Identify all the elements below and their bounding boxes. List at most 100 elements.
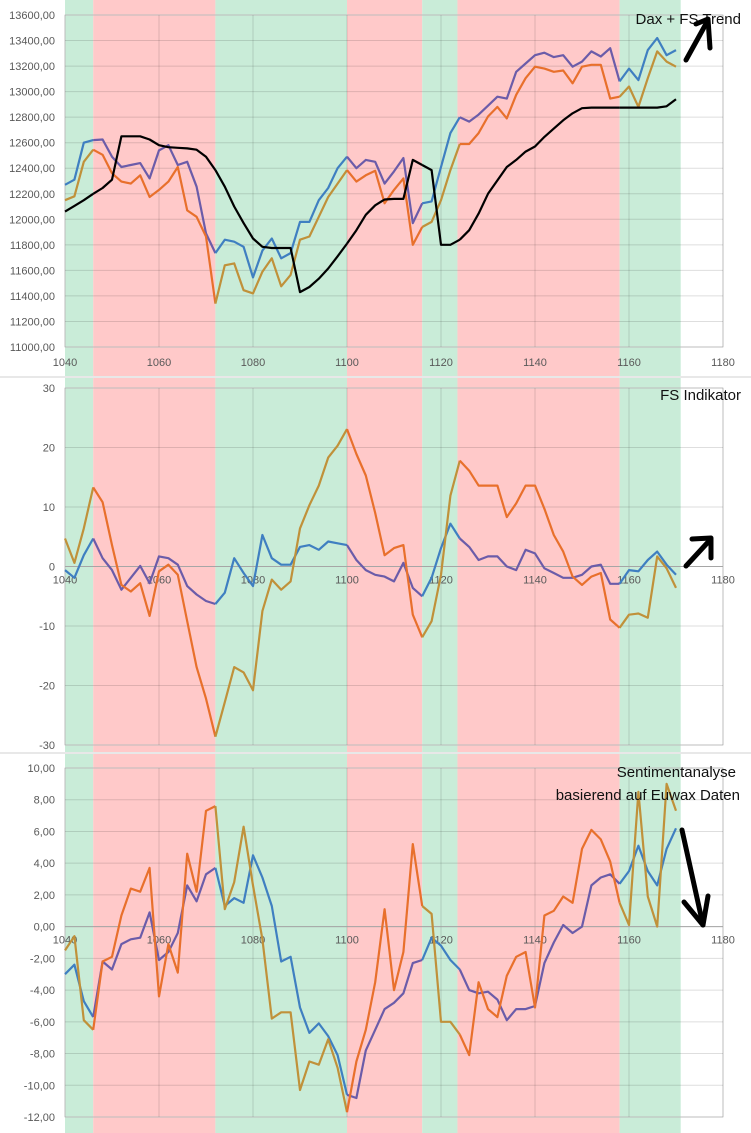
chart-title-sentimentanalyse: Sentimentanalyse [617,764,736,781]
series-2-line [618,782,678,928]
panel-sentimentanalyse: -12,00 -10,00 -8,00 -6,00 -4,00 -2,00 0,00 2,00… [24,754,735,1133]
plot-frame [64,14,724,348]
series-2-line [64,149,95,202]
zone-band-green [619,754,681,1133]
y-tick-label: 0 [49,562,55,574]
series-2-line [64,935,94,1031]
x-tick-label: 1040 [53,357,77,369]
x-tick-label: 1140 [523,357,547,369]
zone-band-red [457,754,620,1133]
arrow-up-right-icon [683,535,714,569]
y-tick-label: -4,00 [30,985,55,997]
series-1-line [346,156,424,225]
zone-band-red [347,0,423,376]
y-tick-label: 4,00 [34,858,55,870]
series-1-line [459,47,621,123]
y-tick-label: 8,00 [34,795,55,807]
series-1-line [618,827,678,887]
series-3-line [459,106,620,241]
series-1-line [421,936,461,971]
y-tick-label: 13600,00 [9,10,55,22]
series-2-line [345,842,424,1113]
series-3-line [346,158,423,245]
zone-band-red [457,378,620,752]
y-tick-label: -2,00 [30,953,55,965]
arrow-up-right-icon [683,16,713,63]
chart-title-dax-fs-trend: Dax + FS Trend [636,11,741,28]
y-tick-label: 10,00 [27,763,55,775]
x-tick-label: 1060 [147,357,171,369]
series-2-line [618,555,677,629]
chart-subtitle-euwax: basierend auf Euwax Daten [556,787,740,804]
x-tick-label: 1120 [429,575,453,587]
y-tick-label: 11600,00 [10,265,55,277]
x-tick-label: 1080 [241,935,265,947]
series-2-line [346,169,424,246]
series-2-line [214,169,348,304]
y-tick-label: -10 [39,621,55,633]
y-tick-label: 12800,00 [9,112,55,124]
series-2-line [421,143,461,228]
y-tick-label: -8,00 [30,1049,55,1061]
zone-band-green [619,378,681,752]
x-tick-label: 1140 [523,575,547,587]
series-2-line [618,50,677,109]
y-tick-label: -30 [39,740,55,752]
panel-dax-fs-trend: 11000,00 11200,00 11400,00 11600,00 11800,00… [9,0,735,376]
zone-band-red [93,0,216,376]
y-tick-label: 30 [43,383,55,395]
x-tick-label: 1080 [241,357,265,369]
series-1-line [214,533,348,605]
y-tick-label: 11200,00 [10,316,55,328]
zone-band-green [422,378,458,752]
series-1-line [92,538,216,606]
series-1-line [459,537,620,585]
y-tick-label: 13400,00 [9,36,55,48]
plot-frame [64,767,724,1118]
x-tick-label: 1160 [617,357,641,369]
x-tick-label: 1120 [429,357,453,369]
y-tick-label: 11400,00 [10,291,55,303]
x-tick-label: 1040 [53,575,77,587]
series-3-line [64,192,94,213]
series-1-line [214,156,348,279]
zone-band-green [65,0,94,376]
series-2-line [92,805,216,1030]
x-tick-label: 1100 [335,935,359,947]
zone-band-green [422,0,458,376]
y-tick-label: 0,00 [34,922,55,934]
series-2-line [421,905,461,1036]
x-tick-label: 1040 [53,935,77,947]
y-tick-label: -10,00 [24,1080,55,1092]
series-3-line [619,98,677,109]
x-tick-label: 1180 [711,357,735,369]
series-1-line [93,138,217,254]
series-1-line [458,873,621,1022]
chart-title-fs-indikator: FS Indikator [660,387,741,404]
x-tick-label: 1060 [147,575,171,587]
series-2-line [421,460,461,638]
y-tick-label: 6,00 [34,826,55,838]
x-tick-label: 1160 [617,935,641,947]
zone-band-green [215,754,347,1133]
series-1-line [346,544,423,598]
y-tick-label: -12,00 [24,1112,55,1124]
series-1-line [64,139,94,186]
series-2-line [345,428,424,638]
zone-band-green [215,0,347,376]
y-tick-label: 13200,00 [9,61,55,73]
x-tick-label: 1100 [335,575,359,587]
x-tick-label: 1100 [335,357,359,369]
y-tick-label: 2,00 [34,890,55,902]
x-tick-label: 1060 [147,935,171,947]
series-2-line [459,63,620,146]
series-2-line [214,428,348,737]
zone-band-red [457,0,620,376]
y-tick-label: 20 [43,443,55,455]
series-1-line [346,958,423,1100]
zone-band-red [93,378,216,752]
y-tick-label: 13000,00 [9,87,55,99]
y-tick-label: 11800,00 [10,240,55,252]
